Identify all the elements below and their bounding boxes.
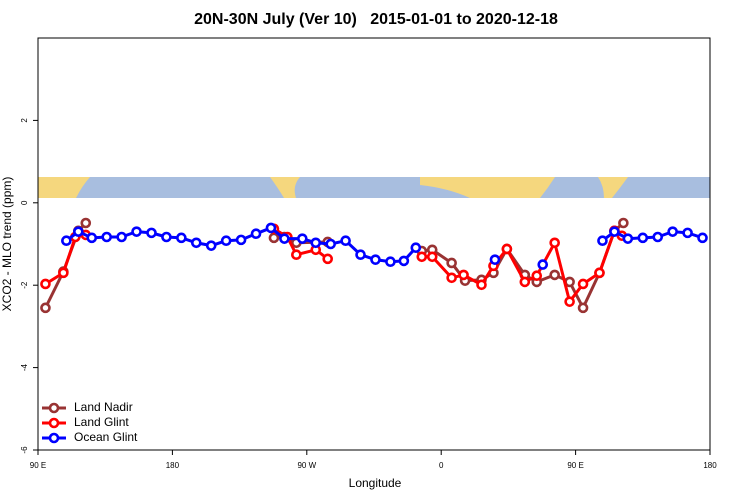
point bbox=[355, 249, 366, 261]
point bbox=[398, 255, 410, 267]
point bbox=[622, 233, 634, 244]
point bbox=[131, 226, 142, 237]
legend-marker bbox=[48, 402, 60, 414]
point bbox=[652, 231, 664, 243]
point bbox=[250, 228, 262, 239]
point bbox=[325, 238, 336, 250]
point bbox=[265, 222, 277, 234]
point bbox=[489, 254, 501, 265]
point bbox=[531, 270, 543, 282]
point bbox=[577, 302, 589, 314]
y-tick-label: -6 bbox=[20, 446, 29, 454]
point bbox=[340, 235, 351, 247]
x-tick-label: 180 bbox=[703, 461, 717, 470]
map-strip bbox=[38, 177, 710, 198]
point bbox=[322, 253, 334, 265]
plot-frame bbox=[37, 37, 711, 451]
point bbox=[416, 251, 428, 263]
legend-label: Land Nadir bbox=[74, 400, 133, 414]
point bbox=[73, 226, 84, 237]
x-axis-label: Longitude bbox=[349, 476, 402, 490]
point bbox=[577, 278, 589, 290]
point bbox=[146, 227, 157, 239]
point bbox=[161, 231, 172, 243]
y-axis-label: XCO2 - MLO trend (ppm) bbox=[0, 177, 14, 312]
point bbox=[279, 233, 290, 244]
point bbox=[501, 243, 513, 255]
y-tick-label: 2 bbox=[20, 118, 29, 123]
point bbox=[549, 269, 560, 281]
point bbox=[310, 237, 322, 249]
point bbox=[446, 272, 457, 284]
point bbox=[618, 217, 629, 229]
point bbox=[667, 226, 678, 237]
x-tick-label: 0 bbox=[439, 461, 444, 470]
point bbox=[40, 278, 51, 290]
series-line bbox=[65, 226, 704, 264]
point bbox=[190, 237, 202, 249]
legend-marker bbox=[48, 417, 60, 429]
point bbox=[609, 226, 620, 237]
point bbox=[101, 231, 112, 243]
point bbox=[297, 233, 308, 244]
point bbox=[637, 232, 649, 244]
point bbox=[426, 251, 438, 263]
point bbox=[268, 232, 280, 244]
y-tick-label: -2 bbox=[20, 281, 29, 289]
point bbox=[220, 235, 232, 247]
x-tick-label: 180 bbox=[166, 461, 180, 470]
x-tick-label: 90 E bbox=[567, 461, 583, 470]
point bbox=[594, 267, 605, 279]
point bbox=[40, 302, 51, 314]
point bbox=[291, 249, 302, 261]
point bbox=[235, 234, 247, 246]
point bbox=[61, 235, 72, 247]
point bbox=[549, 237, 560, 249]
point bbox=[370, 254, 381, 265]
point bbox=[564, 296, 575, 307]
series-line bbox=[44, 221, 625, 310]
point bbox=[537, 259, 549, 270]
point bbox=[80, 217, 92, 229]
point bbox=[446, 257, 457, 269]
point bbox=[682, 227, 693, 239]
x-tick-label: 90 W bbox=[297, 461, 316, 470]
point bbox=[476, 279, 487, 291]
point bbox=[410, 242, 422, 254]
x-tick-label: 90 E bbox=[30, 461, 46, 470]
legend-marker bbox=[48, 432, 60, 444]
point bbox=[697, 232, 708, 244]
point bbox=[519, 276, 531, 288]
point bbox=[385, 256, 396, 268]
point bbox=[205, 240, 217, 251]
point bbox=[86, 232, 98, 244]
y-tick-label: -4 bbox=[20, 363, 29, 371]
point bbox=[458, 269, 469, 281]
y-tick-label: 0 bbox=[20, 200, 29, 205]
point bbox=[58, 267, 69, 279]
point bbox=[176, 232, 187, 244]
legend-label: Ocean Glint bbox=[74, 430, 138, 444]
legend-label: Land Glint bbox=[74, 415, 129, 429]
point bbox=[116, 231, 127, 243]
point bbox=[597, 235, 608, 247]
chart-title: 20N-30N July (Ver 10) 2015-01-01 to 2020… bbox=[194, 11, 558, 28]
